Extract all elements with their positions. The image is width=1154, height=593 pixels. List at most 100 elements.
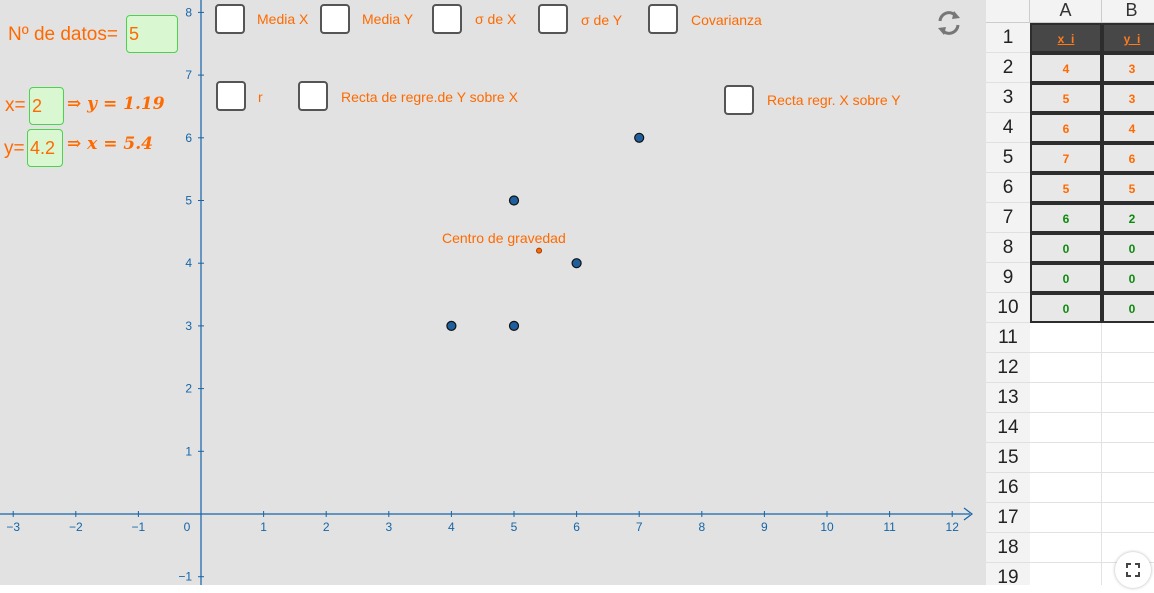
row-header[interactable]: 8 [986, 233, 1030, 263]
x-tick-label: 8 [698, 520, 705, 534]
cell-a-empty[interactable] [1030, 413, 1102, 443]
row-header[interactable]: 11 [986, 323, 1030, 353]
cell-a[interactable]: 5 [1030, 83, 1102, 113]
recta-x-sobre-y-label[interactable]: Recta regr. X sobre Y [767, 92, 901, 108]
cell-b-empty[interactable] [1102, 413, 1154, 443]
cell-a[interactable]: 0 [1030, 263, 1102, 293]
cell-a-empty[interactable] [1030, 533, 1102, 563]
cell-b-empty[interactable] [1102, 383, 1154, 413]
cell-b[interactable]: 5 [1102, 173, 1154, 203]
x-result-formula: ⇒ y = 1.19 [67, 94, 165, 114]
cell-a[interactable]: 6 [1030, 203, 1102, 233]
cell-b-empty[interactable] [1102, 473, 1154, 503]
row-header[interactable]: 16 [986, 473, 1030, 503]
x-input-label: x= [5, 95, 26, 116]
y-input[interactable]: 4.2 [27, 129, 63, 167]
cell-b-header[interactable]: y_i [1102, 23, 1154, 53]
recta-y-sobre-x-checkbox[interactable] [298, 81, 328, 111]
fullscreen-icon[interactable] [1115, 552, 1151, 588]
x-tick-label: 6 [573, 520, 580, 534]
cell-a-empty[interactable] [1030, 323, 1102, 353]
spreadsheet-corner [986, 0, 1030, 23]
cell-a[interactable]: 4 [1030, 53, 1102, 83]
media-x-label[interactable]: Media X [257, 11, 309, 27]
y-tick-label: 6 [185, 131, 192, 145]
row-header[interactable]: 19 [986, 563, 1030, 585]
media-y-label[interactable]: Media Y [362, 11, 414, 27]
cell-a-empty[interactable] [1030, 503, 1102, 533]
row-header[interactable]: 15 [986, 443, 1030, 473]
cell-a-empty[interactable] [1030, 383, 1102, 413]
cell-a-empty[interactable] [1030, 563, 1102, 585]
data-point [571, 258, 582, 269]
row-header[interactable]: 12 [986, 353, 1030, 383]
media-y-checkbox[interactable] [320, 4, 350, 34]
recta-x-sobre-y-checkbox[interactable] [724, 85, 754, 115]
cell-a[interactable]: 7 [1030, 143, 1102, 173]
row-header[interactable]: 7 [986, 203, 1030, 233]
data-point [446, 320, 457, 331]
cell-a[interactable]: 0 [1030, 233, 1102, 263]
cell-b[interactable]: 0 [1102, 233, 1154, 263]
row-header[interactable]: 13 [986, 383, 1030, 413]
cell-a-header[interactable]: x_i [1030, 23, 1102, 53]
y-tick-label: 3 [185, 319, 192, 333]
x-tick-label: 9 [761, 520, 768, 534]
spreadsheet-view[interactable]: A B 1 x_i y_i 2 4 3 3 5 3 4 6 4 5 7 6 6 5 5 7 6 2 8 0 0 9 0 0 10 0 0 1… [986, 0, 1154, 585]
reset-icon[interactable] [934, 8, 964, 38]
cell-a[interactable]: 6 [1030, 113, 1102, 143]
x-tick-label: −1 [132, 520, 146, 534]
y-tick-label: 2 [185, 382, 192, 396]
cell-a-empty[interactable] [1030, 353, 1102, 383]
row-header[interactable]: 5 [986, 143, 1030, 173]
covarianza-checkbox[interactable] [648, 4, 678, 34]
x-input[interactable]: 2 [29, 87, 64, 125]
row-header[interactable]: 17 [986, 503, 1030, 533]
x-tick-label: 1 [260, 520, 267, 534]
y-tick-label: 7 [185, 68, 192, 82]
cell-a-empty[interactable] [1030, 473, 1102, 503]
row-header[interactable]: 14 [986, 413, 1030, 443]
sigma-x-checkbox[interactable] [432, 4, 462, 34]
cell-b[interactable]: 3 [1102, 53, 1154, 83]
row-header[interactable]: 9 [986, 263, 1030, 293]
data-point [634, 132, 645, 143]
cell-a-empty[interactable] [1030, 443, 1102, 473]
centroid-point [536, 247, 543, 254]
cell-a[interactable]: 5 [1030, 173, 1102, 203]
r-checkbox[interactable] [216, 81, 246, 111]
column-header-a[interactable]: A [1030, 0, 1102, 23]
cell-b-empty[interactable] [1102, 323, 1154, 353]
row-header[interactable]: 3 [986, 83, 1030, 113]
cell-b[interactable]: 3 [1102, 83, 1154, 113]
media-x-checkbox[interactable] [215, 4, 245, 34]
cell-b-empty[interactable] [1102, 503, 1154, 533]
row-header[interactable]: 4 [986, 113, 1030, 143]
row-header[interactable]: 10 [986, 293, 1030, 323]
cell-b[interactable]: 2 [1102, 203, 1154, 233]
row-header[interactable]: 18 [986, 533, 1030, 563]
x-tick-label: 3 [385, 520, 392, 534]
sigma-x-label[interactable]: σ de X [475, 11, 517, 27]
row-header[interactable]: 2 [986, 53, 1030, 83]
row-header[interactable]: 6 [986, 173, 1030, 203]
y-result-formula: ⇒ x = 5.4 [67, 134, 153, 154]
recta-y-sobre-x-label[interactable]: Recta de regre.de Y sobre X [341, 89, 518, 105]
column-header-b[interactable]: B [1102, 0, 1154, 23]
x-tick-label: 7 [636, 520, 643, 534]
cell-b-empty[interactable] [1102, 353, 1154, 383]
sigma-y-checkbox[interactable] [538, 4, 568, 34]
cell-b[interactable]: 0 [1102, 263, 1154, 293]
row-header[interactable]: 1 [986, 23, 1030, 53]
covarianza-label[interactable]: Covarianza [691, 12, 762, 28]
cell-b[interactable]: 6 [1102, 143, 1154, 173]
cell-b[interactable]: 0 [1102, 293, 1154, 323]
r-label[interactable]: r [258, 89, 263, 105]
cell-a[interactable]: 0 [1030, 293, 1102, 323]
graphics-view[interactable]: −3 −2 −1 0 1 2 3 4 5 6 7 8 9 10 11 12 −1 1 2 3 4 5 6 7 8 Nº de d… [0, 0, 986, 585]
cell-b-empty[interactable] [1102, 443, 1154, 473]
n-datos-input[interactable]: 5 [126, 15, 178, 53]
sigma-y-label[interactable]: σ de Y [581, 12, 623, 28]
cell-b[interactable]: 4 [1102, 113, 1154, 143]
